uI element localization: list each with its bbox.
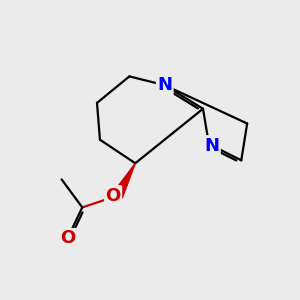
Text: N: N [157, 76, 172, 94]
Polygon shape [113, 163, 135, 198]
Text: O: O [106, 187, 121, 205]
Text: O: O [60, 229, 75, 247]
Text: N: N [204, 136, 219, 154]
